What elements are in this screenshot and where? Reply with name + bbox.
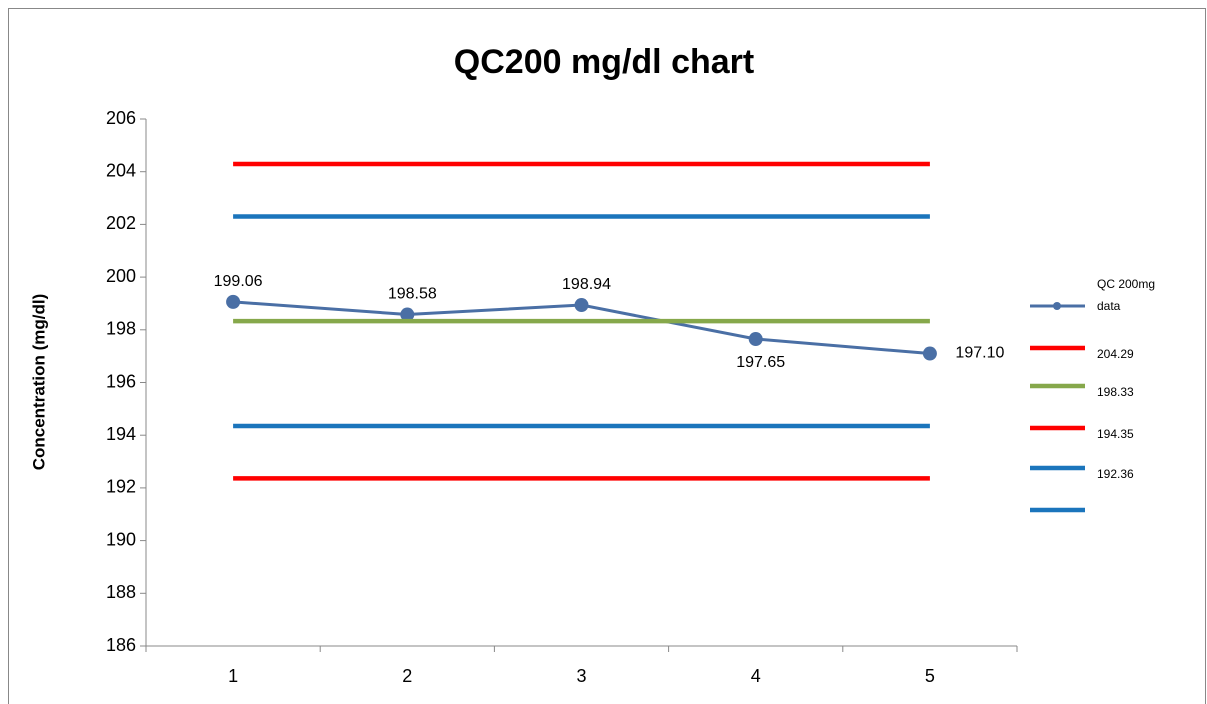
chart-title: QC200 mg/dl chart: [454, 43, 754, 81]
y-tick-label: 202: [106, 213, 136, 233]
x-tick-label: 3: [576, 666, 586, 686]
data-label: 198.58: [388, 286, 437, 303]
y-tick-label: 200: [106, 266, 136, 286]
x-tick-label: 5: [925, 666, 935, 686]
y-tick-label: 196: [106, 371, 136, 391]
data-label: 199.06: [214, 273, 263, 290]
x-tick-label: 2: [402, 666, 412, 686]
data-label: 197.65: [736, 354, 785, 371]
y-tick-label: 188: [106, 582, 136, 602]
data-point: [574, 298, 589, 313]
y-tick-label: 206: [106, 108, 136, 128]
y-tick-label: 192: [106, 477, 136, 497]
legend-marker: [1053, 302, 1061, 310]
legend-label: 194.35: [1097, 427, 1134, 441]
legend-label: QC 200mg data: [1097, 277, 1156, 313]
y-tick-label: 194: [106, 424, 136, 444]
data-label: 197.10: [955, 345, 1004, 362]
data-label: 198.94: [562, 276, 611, 293]
y-tick-label: 198: [106, 319, 136, 339]
y-tick-label: 190: [106, 529, 136, 549]
data-point: [922, 346, 937, 361]
legend-label: 204.29: [1097, 347, 1134, 361]
data-point: [400, 307, 415, 322]
legend-label: 192.36: [1097, 467, 1134, 481]
y-tick-label: 204: [106, 160, 136, 180]
x-tick-label: 1: [228, 666, 238, 686]
legend-label: 198.33: [1097, 385, 1134, 399]
x-tick-label: 4: [751, 666, 761, 686]
y-axis-title: Concentration (mg/dl): [29, 294, 48, 471]
data-point: [748, 332, 763, 347]
y-tick-label: 186: [106, 635, 136, 655]
chart-border: [8, 8, 1206, 704]
data-point: [226, 294, 241, 309]
